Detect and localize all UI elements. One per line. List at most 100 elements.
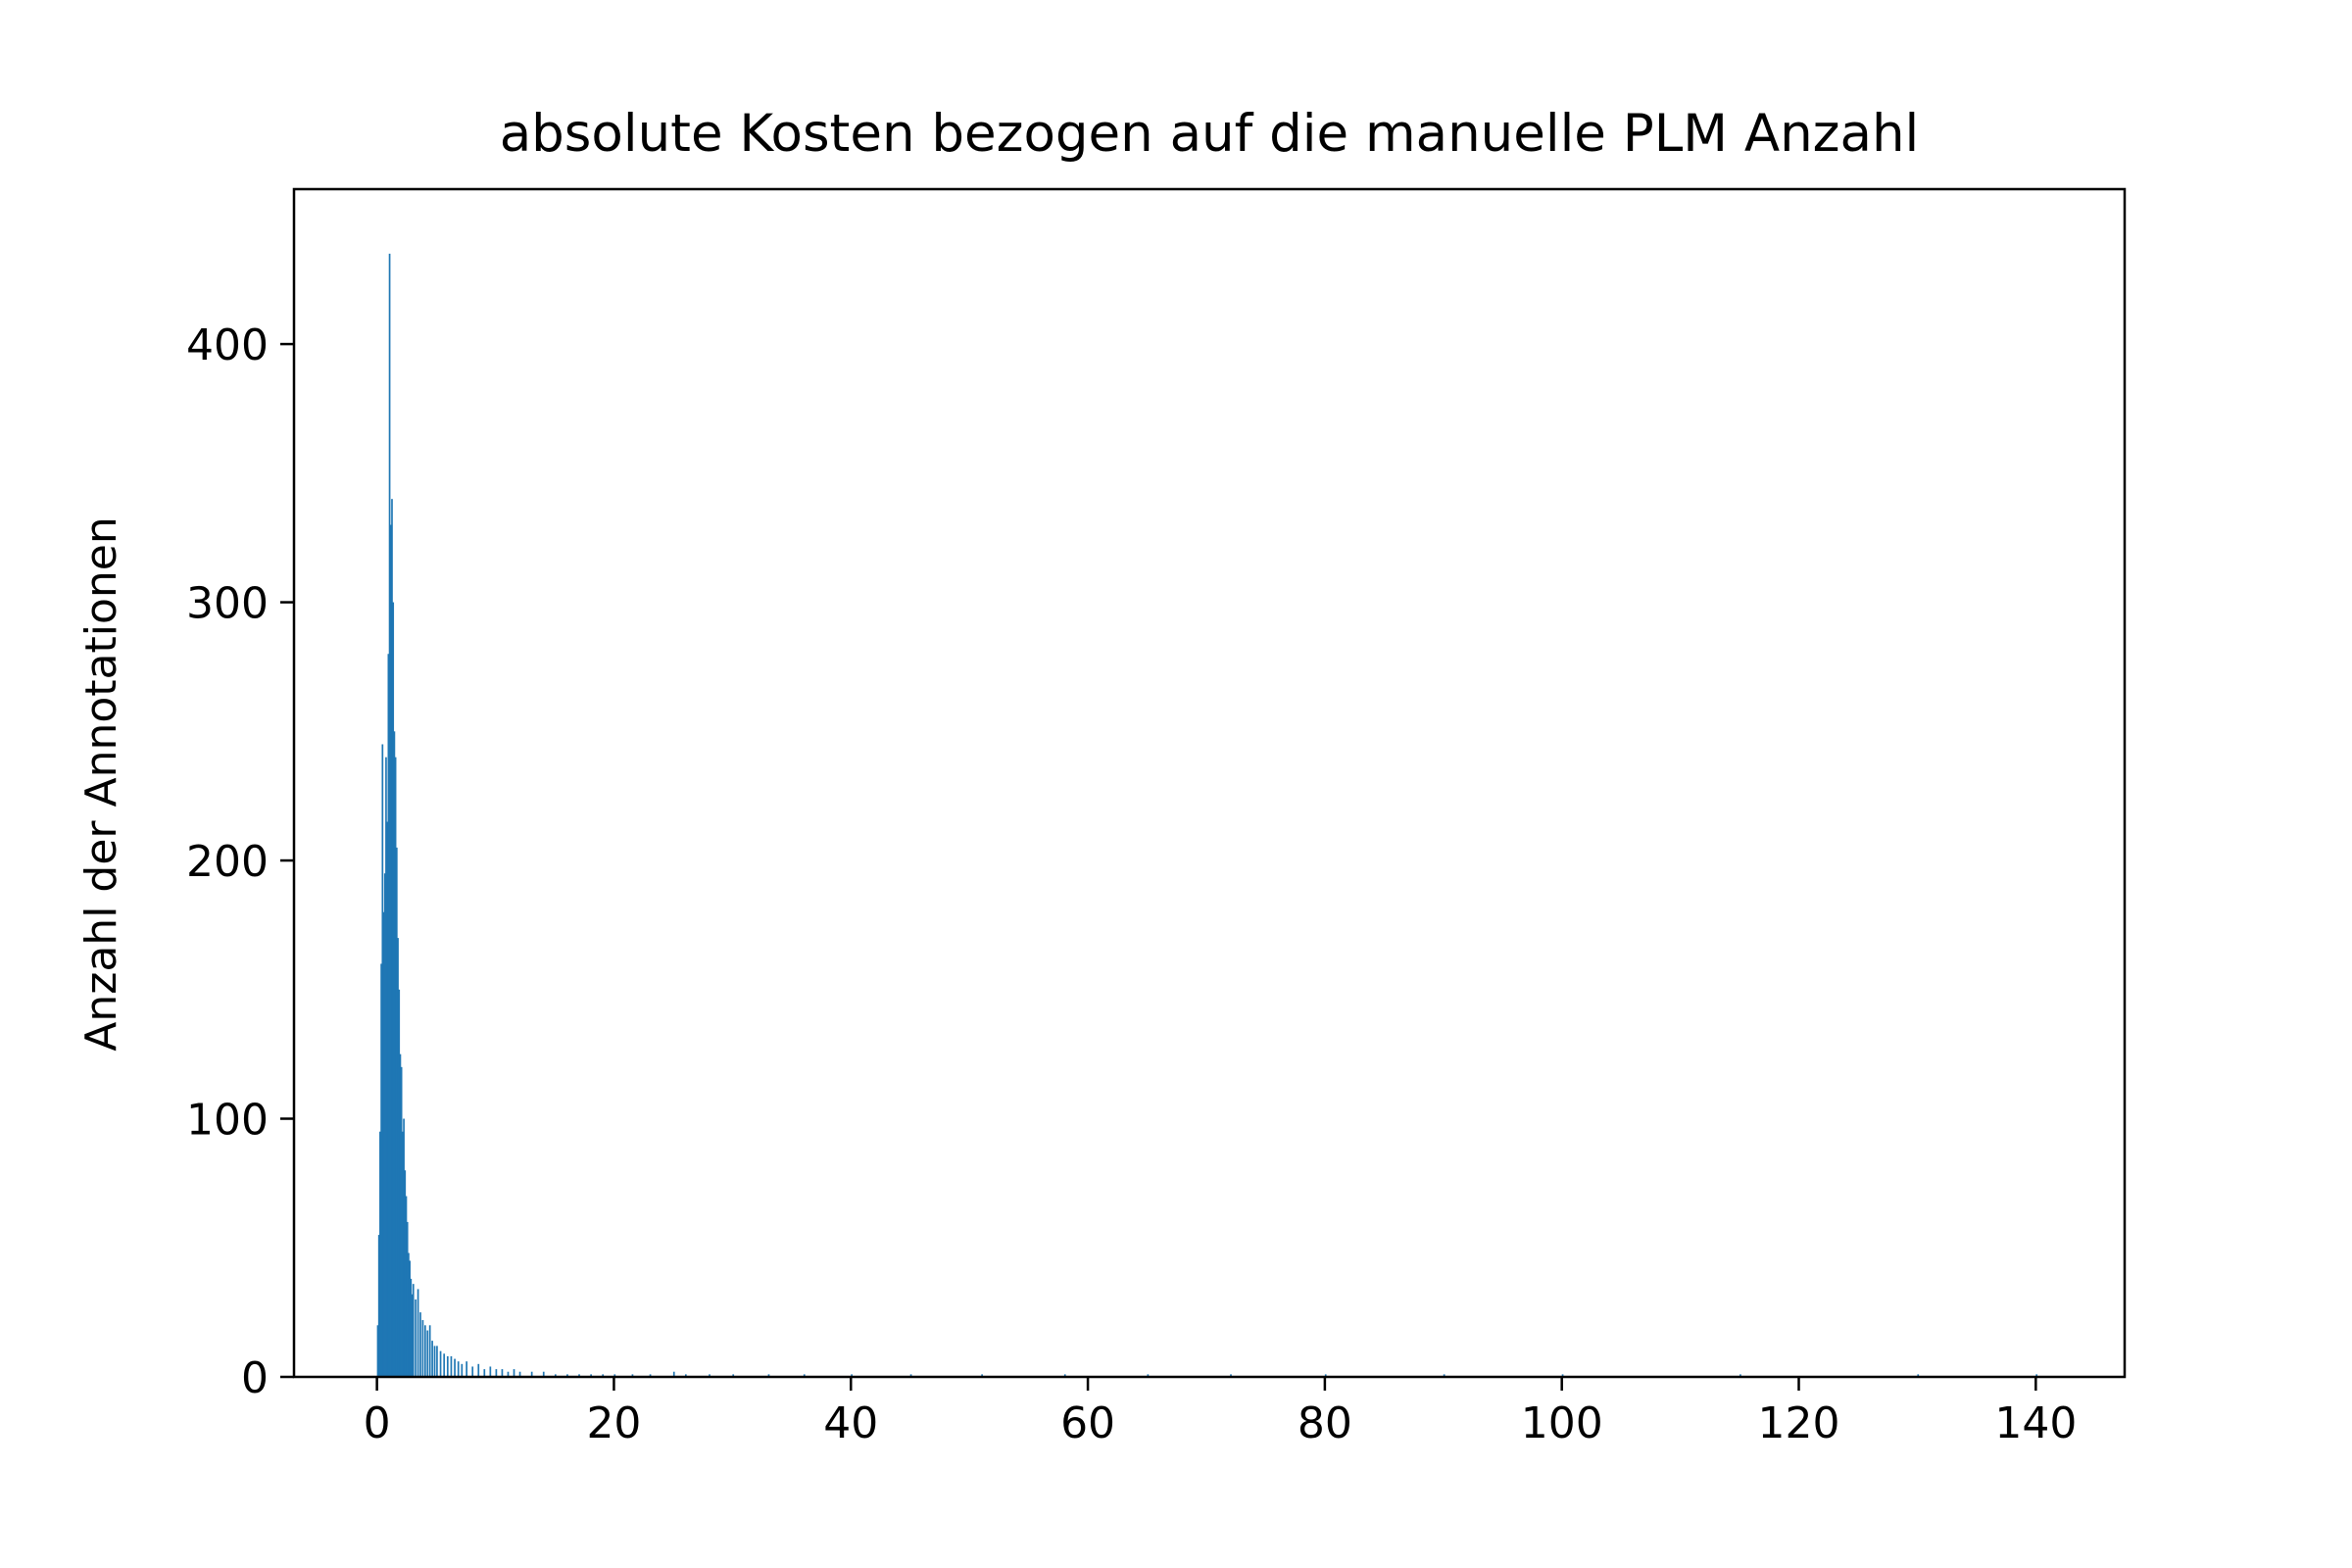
- histogram-bar-79: [1230, 1374, 1232, 1377]
- histogram-bar-45: [454, 1358, 456, 1377]
- histogram-bar-70: [709, 1374, 710, 1377]
- histogram-bar-46: [457, 1361, 460, 1377]
- histogram-bar-61: [566, 1374, 568, 1377]
- y-tick-label: 400: [186, 320, 269, 370]
- histogram-bar-48: [466, 1361, 468, 1377]
- histogram-bar-9: [387, 654, 390, 1377]
- x-tick-label: 60: [1060, 1398, 1115, 1448]
- histogram-bar-17: [397, 938, 399, 1377]
- histogram-bar-50: [477, 1363, 480, 1377]
- histogram-bar-12: [391, 499, 393, 1377]
- histogram-bar-22: [403, 1118, 405, 1377]
- histogram-bar-81: [1443, 1374, 1446, 1377]
- histogram-bar-37: [428, 1325, 431, 1377]
- histogram-bar-80: [1324, 1374, 1327, 1377]
- histogram-bar-51: [483, 1369, 486, 1377]
- histogram-bar-35: [423, 1325, 426, 1377]
- y-axis-ticks: 0 100 200 300 400: [186, 320, 294, 1403]
- histogram-bar-13: [392, 602, 395, 1377]
- chart-title: absolute Kosten bezogen auf die manuelle…: [500, 104, 1920, 164]
- histogram-bar-49: [471, 1366, 474, 1377]
- histogram-bar-3: [380, 963, 382, 1377]
- x-tick-label: 140: [1994, 1398, 2077, 1448]
- y-axis-label: Anzahl der Annotationen: [76, 516, 126, 1051]
- histogram-bar-78: [1147, 1374, 1150, 1377]
- histogram-bar-26: [408, 1252, 410, 1377]
- histogram-bar-47: [461, 1363, 464, 1377]
- y-tick-label: 0: [241, 1353, 269, 1403]
- y-tick-label: 200: [186, 837, 269, 887]
- histogram-bar-71: [732, 1374, 735, 1377]
- histogram-bar-72: [767, 1374, 770, 1377]
- histogram-bar-43: [446, 1355, 449, 1377]
- histogram-bar-52: [489, 1366, 492, 1377]
- x-tick-label: 80: [1298, 1398, 1352, 1448]
- histogram-bar-34: [421, 1320, 424, 1377]
- histogram-bar-66: [631, 1374, 634, 1377]
- histogram-bar-54: [501, 1369, 504, 1377]
- histogram-bar-84: [1917, 1374, 1920, 1377]
- histogram-bar-69: [684, 1374, 687, 1377]
- histogram-bar-41: [439, 1350, 442, 1377]
- histogram-bar-0: [376, 1325, 379, 1377]
- histogram-bar-40: [436, 1346, 438, 1377]
- histogram-bar-19: [399, 1054, 402, 1377]
- histogram-bar-5: [382, 911, 385, 1377]
- histogram-bar-44: [450, 1355, 453, 1377]
- histogram-bar-8: [386, 821, 388, 1377]
- histogram-bar-85: [2035, 1374, 2038, 1377]
- histogram-bar-38: [431, 1341, 433, 1377]
- histogram-bar-32: [416, 1289, 419, 1377]
- histogram-bar-83: [1740, 1374, 1741, 1377]
- histogram-bar-11: [389, 524, 392, 1377]
- histogram-bar-74: [851, 1374, 853, 1377]
- x-tick-label: 40: [823, 1398, 878, 1448]
- histogram-bar-56: [513, 1369, 515, 1377]
- histogram-bar-1: [377, 1235, 380, 1377]
- histogram-bar-30: [412, 1284, 415, 1377]
- histogram-bar-59: [542, 1371, 545, 1377]
- histogram-bar-53: [495, 1369, 498, 1377]
- histogram-bar-16: [395, 847, 398, 1377]
- histogram-bar-76: [981, 1374, 983, 1377]
- histogram-bar-2: [379, 1131, 381, 1377]
- histogram-bar-18: [398, 989, 401, 1377]
- histogram-bar-63: [590, 1374, 592, 1377]
- histogram-bars: [376, 253, 2038, 1377]
- histogram-bar-29: [411, 1294, 414, 1377]
- histogram-bar-31: [415, 1298, 417, 1377]
- histogram-bar-23: [404, 1170, 407, 1377]
- y-tick-label: 100: [186, 1096, 269, 1146]
- histogram-bar-65: [613, 1374, 616, 1377]
- histogram-bar-4: [381, 744, 384, 1377]
- histogram-bar-42: [443, 1353, 446, 1377]
- histogram-bar-55: [507, 1371, 510, 1377]
- histogram-bar-33: [419, 1312, 421, 1377]
- histogram-bar-57: [518, 1371, 521, 1377]
- histogram-bar-82: [1561, 1374, 1564, 1377]
- histogram-bar-25: [406, 1221, 409, 1377]
- histogram-bar-67: [649, 1374, 652, 1377]
- histogram-bar-39: [433, 1346, 436, 1377]
- histogram-bar-15: [394, 757, 397, 1377]
- histogram-bar-73: [803, 1374, 806, 1377]
- histogram-bar-75: [909, 1374, 912, 1377]
- histogram-bar-62: [578, 1374, 580, 1377]
- histogram-bar-36: [426, 1330, 429, 1377]
- histogram-bar-28: [410, 1278, 413, 1377]
- histogram-bar-60: [554, 1374, 557, 1377]
- histogram-bar-77: [1063, 1374, 1066, 1377]
- histogram-bar-27: [409, 1260, 411, 1377]
- histogram-bar-68: [672, 1371, 675, 1377]
- histogram-bar-24: [405, 1196, 408, 1377]
- x-tick-label: 100: [1521, 1398, 1603, 1448]
- histogram-bar-7: [385, 757, 387, 1377]
- plot-frame: [292, 187, 2127, 1379]
- histogram-bar-10: [388, 253, 391, 1377]
- x-tick-label: 0: [364, 1398, 391, 1448]
- x-axis-ticks: 0 20 40 60 80 100 120 140: [364, 1377, 2077, 1448]
- x-tick-label: 20: [586, 1398, 641, 1448]
- histogram-bar-64: [602, 1374, 605, 1377]
